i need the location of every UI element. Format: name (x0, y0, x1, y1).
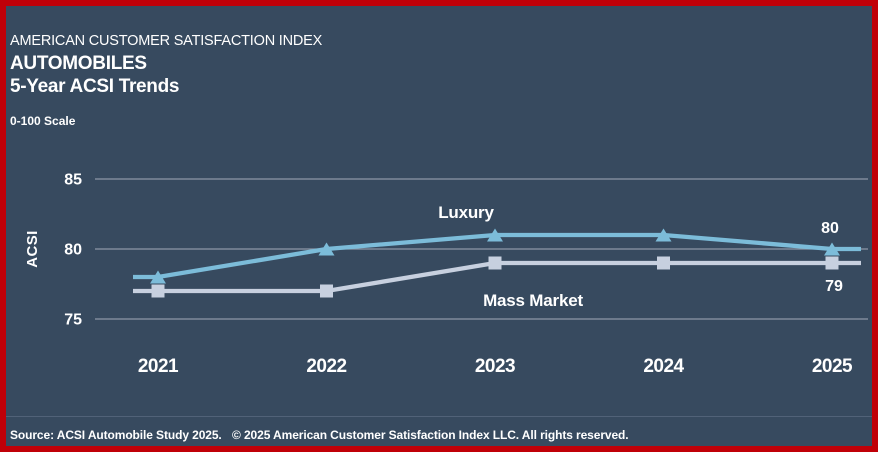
luxury-marker-2025 (824, 242, 840, 256)
luxury-marker-2021 (150, 270, 166, 284)
luxury-series-label: Luxury (438, 203, 494, 222)
x-tick-label-2021: 2021 (138, 356, 179, 377)
footer-divider (6, 416, 872, 417)
luxury-end-value-label: 80 (821, 220, 839, 237)
x-tick-label-2022: 2022 (306, 356, 346, 377)
mass-market-marker-2022 (320, 284, 333, 298)
scale-note: 0-100 Scale (10, 114, 76, 128)
luxury-marker-2023 (487, 228, 503, 242)
copyright-note: © 2025 American Customer Satisfaction In… (232, 428, 629, 442)
y-axis-label: ACSI (24, 230, 41, 267)
y-tick-label-80: 80 (64, 242, 82, 259)
x-tick-label-2023: 2023 (475, 356, 515, 377)
y-tick-label-75: 75 (64, 312, 82, 329)
mass-market-marker-2024 (657, 256, 670, 270)
page-title: AUTOMOBILES (10, 53, 147, 74)
chart-title: 5-Year ACSI Trends (10, 76, 180, 97)
luxury-marker-2024 (655, 228, 672, 242)
luxury-marker-2022 (318, 242, 335, 256)
x-tick-label-2025: 2025 (812, 356, 853, 377)
mass-market-marker-2025 (825, 256, 839, 270)
x-tick-label-2024: 2024 (643, 356, 684, 377)
mass-market-series-label: Mass Market (483, 291, 583, 310)
brand-title: AMERICAN CUSTOMER SATISFACTION INDEX (10, 33, 323, 49)
mass-market-marker-2021 (151, 284, 165, 298)
y-tick-label-85: 85 (64, 172, 82, 189)
source-note: Source: ACSI Automobile Study 2025. (10, 428, 222, 442)
mass-market-marker-2023 (488, 256, 502, 270)
mass-market-end-value-label: 79 (825, 278, 843, 295)
